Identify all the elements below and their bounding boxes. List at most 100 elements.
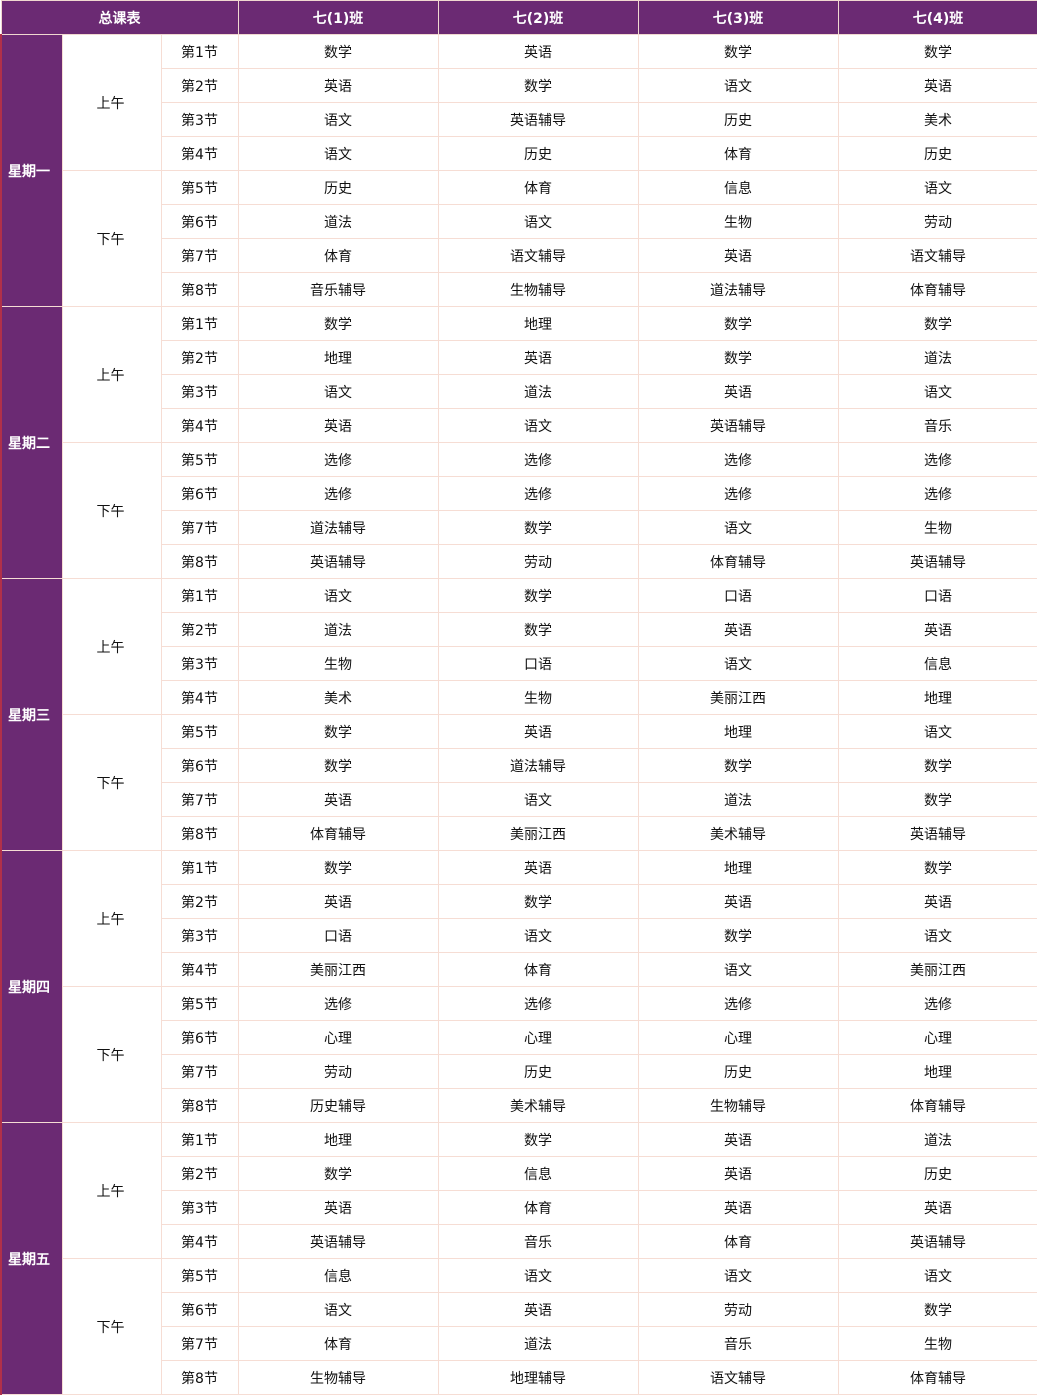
period-cell: 第8节 (160, 1360, 239, 1395)
subject-cell: 道法 (237, 204, 439, 239)
subject-cell: 语文辅导 (637, 1360, 839, 1395)
subject-cell: 生物 (437, 680, 639, 715)
table-row: 下午 第5节 历史 体育 信息 语文 (1, 170, 1037, 307)
subject-cell: 地理 (637, 714, 839, 749)
subject-cell: 心理 (637, 1020, 839, 1055)
table-row: 第3节 语文 英语辅导 历史 美术 (1, 102, 1037, 137)
subject-cell: 英语 (237, 782, 439, 817)
class-header: 七(3)班 (637, 0, 839, 35)
day-cell: 星期三 (0, 578, 63, 851)
subject-cell: 数学 (437, 68, 639, 103)
class-header: 七(4)班 (837, 0, 1037, 35)
subject-cell: 数学 (837, 782, 1037, 817)
subject-cell: 语文 (237, 136, 439, 171)
subject-cell: 语文 (637, 952, 839, 987)
table-row: 第7节 英语 语文 道法 数学 (1, 782, 1037, 817)
subject-cell: 美丽江西 (637, 680, 839, 715)
subject-cell: 体育 (637, 136, 839, 171)
subject-cell: 数学 (637, 306, 839, 341)
subject-cell: 语文 (637, 1258, 839, 1293)
table-row: 第2节 地理 英语 数学 道法 (1, 340, 1037, 375)
table-row: 星期五 上午 第1节 地理 数学 英语 道法 (0, 1122, 1037, 1395)
table-row: 第3节 英语 体育 英语 英语 (1, 1190, 1037, 1225)
subject-cell: 美丽江西 (237, 952, 439, 987)
subject-cell: 信息 (437, 1156, 639, 1191)
period-cell: 第8节 (160, 544, 239, 579)
subject-cell: 英语 (437, 34, 639, 69)
subject-cell: 数学 (637, 748, 839, 783)
subject-cell: 数学 (437, 510, 639, 545)
subject-cell: 道法 (637, 782, 839, 817)
subject-cell: 数学 (437, 884, 639, 919)
subject-cell: 英语 (837, 884, 1037, 919)
subject-cell: 选修 (837, 476, 1037, 511)
period-cell: 第7节 (160, 1326, 239, 1361)
subject-cell: 地理 (437, 306, 639, 341)
subject-cell: 信息 (837, 646, 1037, 681)
subject-cell: 历史 (637, 102, 839, 137)
subject-cell: 体育 (637, 1224, 839, 1259)
subject-cell: 道法 (837, 340, 1037, 375)
table-row: 第8节 音乐辅导 生物辅导 道法辅导 体育辅导 (1, 272, 1037, 307)
period-cell: 第3节 (160, 374, 239, 409)
table-row: 第4节 英语辅导 音乐 体育 英语辅导 (1, 1224, 1037, 1259)
subject-cell: 语文 (437, 204, 639, 239)
subject-cell: 道法 (437, 1326, 639, 1361)
period-cell: 第8节 (160, 1088, 239, 1123)
day-cell: 星期五 (0, 1122, 63, 1395)
period-cell: 第6节 (160, 748, 239, 783)
table-row: 第6节 语文 英语 劳动 数学 (1, 1292, 1037, 1327)
subject-cell: 英语 (237, 408, 439, 443)
subject-cell: 历史 (637, 1054, 839, 1089)
table-row: 下午 第5节 选修 选修 选修 选修 (1, 986, 1037, 1123)
subject-cell: 语文 (437, 918, 639, 953)
period-cell: 第5节 (160, 1258, 239, 1293)
table-row: 下午 第5节 信息 语文 语文 语文 (1, 1258, 1037, 1395)
subject-cell: 生物辅导 (437, 272, 639, 307)
subject-cell: 体育辅导 (837, 1088, 1037, 1123)
subject-cell: 音乐 (837, 408, 1037, 443)
subject-cell: 体育 (437, 952, 639, 987)
subject-cell: 历史 (437, 1054, 639, 1089)
subject-cell: 美丽江西 (437, 816, 639, 851)
subject-cell: 英语 (637, 1156, 839, 1191)
subject-cell: 心理 (437, 1020, 639, 1055)
period-cell: 第2节 (160, 68, 239, 103)
subject-cell: 体育辅导 (837, 272, 1037, 307)
period-cell: 第8节 (160, 816, 239, 851)
subject-cell: 美术 (237, 680, 439, 715)
subject-cell: 美丽江西 (837, 952, 1037, 987)
period-cell: 第1节 (160, 1122, 239, 1157)
subject-cell: 选修 (437, 442, 639, 477)
subject-cell: 数学 (237, 748, 439, 783)
period-cell: 第4节 (160, 136, 239, 171)
subject-cell: 英语 (437, 340, 639, 375)
subject-cell: 英语辅导 (237, 1224, 439, 1259)
subject-cell: 英语 (437, 850, 639, 885)
subject-cell: 地理 (237, 340, 439, 375)
class-header: 七(2)班 (437, 0, 639, 35)
table-title: 总课表 (0, 0, 239, 35)
subject-cell: 语文 (637, 646, 839, 681)
table-row: 第8节 生物辅导 地理辅导 语文辅导 体育辅导 (1, 1360, 1037, 1395)
table-row: 第8节 体育辅导 美丽江西 美术辅导 英语辅导 (1, 816, 1037, 851)
period-cell: 第1节 (160, 850, 239, 885)
timetable-body: 星期一 上午 第1节 数学 英语 数学 数学 第2节 英语 数学 语文 英语 第3节 语文 英语辅导 历史 美术… (0, 34, 1037, 1395)
subject-cell: 英语 (237, 884, 439, 919)
subject-cell: 语文 (437, 782, 639, 817)
subject-cell: 口语 (837, 578, 1037, 613)
subject-cell: 英语 (437, 714, 639, 749)
period-cell: 第2节 (160, 1156, 239, 1191)
subject-cell: 音乐 (437, 1224, 639, 1259)
subject-cell: 选修 (837, 986, 1037, 1021)
period-cell: 第5节 (160, 714, 239, 749)
period-cell: 第2节 (160, 884, 239, 919)
half-day-cell: 下午 (61, 1258, 162, 1395)
subject-cell: 语文辅导 (437, 238, 639, 273)
subject-cell: 体育辅导 (637, 544, 839, 579)
table-row: 第4节 美丽江西 体育 语文 美丽江西 (1, 952, 1037, 987)
subject-cell: 语文 (837, 918, 1037, 953)
subject-cell: 英语 (637, 1122, 839, 1157)
subject-cell: 英语辅导 (837, 1224, 1037, 1259)
